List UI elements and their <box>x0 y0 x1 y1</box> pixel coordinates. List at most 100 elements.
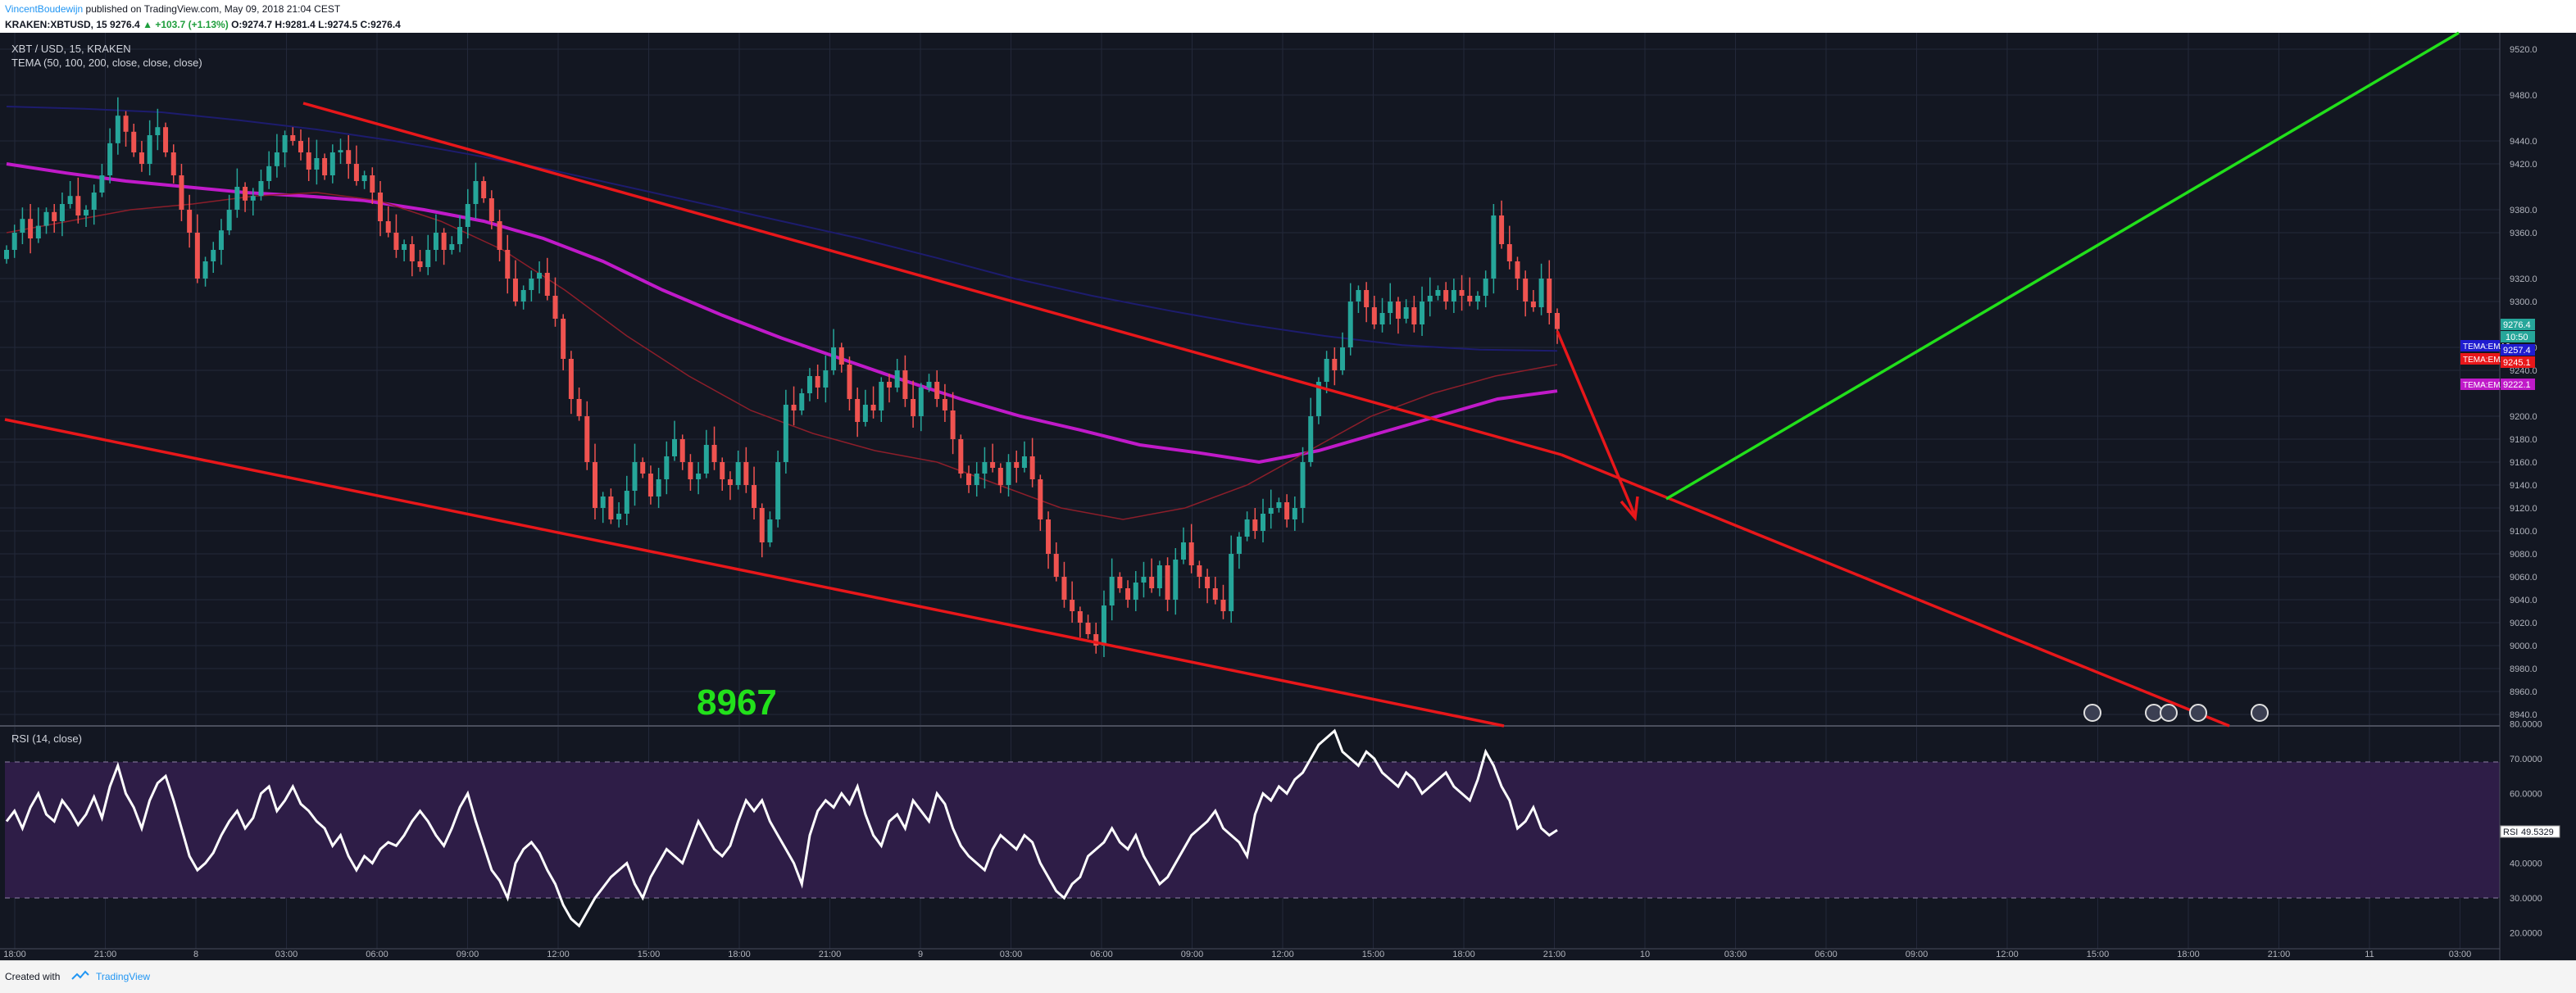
event-flag-icon[interactable] <box>2189 704 2207 722</box>
candle-body <box>990 462 996 468</box>
candle-body <box>465 204 470 227</box>
tradingview-link[interactable]: TradingView <box>96 971 151 982</box>
tema-lines <box>6 106 1558 520</box>
candle-body <box>855 399 861 422</box>
candle-body <box>600 496 606 508</box>
candle-body <box>266 166 272 181</box>
candle-body <box>759 508 765 542</box>
candle-body <box>1029 456 1035 479</box>
ohlc-values: O:9274.7 H:9281.4 L:9274.5 C:9276.4 <box>231 19 401 30</box>
bullish-line[interactable] <box>1665 31 2460 501</box>
candle-body <box>735 462 741 485</box>
candle-body <box>441 233 447 250</box>
candle-body <box>258 181 264 197</box>
price-tick-label: 9200.0 <box>2510 412 2537 422</box>
ema3-label-badge <box>2460 340 2500 351</box>
candle-body <box>1038 479 1043 519</box>
price-tick-label: 9040.0 <box>2510 596 2537 605</box>
candle-body <box>752 485 757 508</box>
candle-body <box>314 158 320 170</box>
candle-body <box>1356 290 1361 302</box>
candle-body <box>1180 542 1186 560</box>
price-tick-label: 9020.0 <box>2510 619 2537 628</box>
candle-body <box>1070 600 1075 611</box>
rsi-value-text: 49.5329 <box>2521 828 2554 837</box>
candle-body <box>512 279 518 302</box>
publish-info: published on TradingView.com, May 09, 20… <box>83 3 341 15</box>
candle-body <box>1459 290 1465 296</box>
ema2-label-text: TEMA:EMA2 <box>2463 381 2510 390</box>
price-tick-label: 9360.0 <box>2510 229 2537 238</box>
ema2-label-badge <box>2460 379 2500 390</box>
candle-body <box>950 410 956 439</box>
candle-body <box>831 347 837 370</box>
time-tick-label: 03:00 <box>275 950 298 959</box>
candle-body <box>481 181 487 198</box>
time-tick-label: 21:00 <box>819 950 842 959</box>
candle-body <box>1236 537 1242 554</box>
price-tick-label: 9320.0 <box>2510 274 2537 284</box>
time-tick-label: 10 <box>1640 950 1650 959</box>
time-tick-label: 11 <box>2365 950 2374 959</box>
candle-body <box>243 187 248 201</box>
upper-trendline-extension[interactable] <box>1561 453 2230 728</box>
tema-line <box>6 106 1558 352</box>
ema3-badge-text: 9257.4 <box>2503 346 2531 356</box>
candle-body <box>155 127 161 135</box>
indicator-legend[interactable]: TEMA (50, 100, 200, close, close, close) <box>11 57 202 69</box>
candle-body <box>425 250 431 267</box>
price-annotation[interactable]: 8967 <box>697 682 777 723</box>
candle-body <box>457 227 463 244</box>
candle-body <box>799 393 805 410</box>
candle-body <box>1165 565 1170 600</box>
time-tick-label: 09:00 <box>1181 950 1204 959</box>
event-flag-icon[interactable] <box>2083 704 2101 722</box>
event-flag-icon[interactable] <box>2251 704 2269 722</box>
candle-body <box>838 347 844 365</box>
upper-trendline[interactable] <box>302 102 1562 456</box>
candle-body <box>1420 302 1425 324</box>
candle-body <box>870 405 876 410</box>
rsi-tick-label: 80.0000 <box>2510 720 2542 730</box>
candle-body <box>234 187 240 210</box>
candle-body <box>4 250 9 260</box>
candle-body <box>576 399 582 416</box>
rsi-tick-label: 60.0000 <box>2510 790 2542 800</box>
last-price-badge <box>2501 319 2535 330</box>
event-flag-icon[interactable] <box>2160 704 2178 722</box>
candle-body <box>544 273 550 296</box>
candle-body <box>338 150 343 152</box>
candle-body <box>226 210 232 231</box>
tema-line <box>6 162 1558 465</box>
author-link[interactable]: VincentBoudewijn <box>5 3 84 15</box>
candle-body <box>52 211 57 221</box>
rsi-legend[interactable]: RSI (14, close) <box>11 732 82 745</box>
candle-body <box>1268 508 1274 514</box>
candle-body <box>147 135 152 164</box>
candle-body <box>1395 302 1401 319</box>
projection-arrow[interactable] <box>1556 330 1637 517</box>
rsi-tick-label: 30.0000 <box>2510 894 2542 904</box>
candle-body <box>1101 605 1106 646</box>
candle-body <box>529 279 534 290</box>
candle-body <box>274 152 279 166</box>
candle-body <box>1173 560 1179 600</box>
candle-body <box>886 382 892 388</box>
candle-body <box>488 198 494 221</box>
candle-body <box>433 233 438 250</box>
price-tick-label: 9000.0 <box>2510 642 2537 651</box>
time-tick-label: 18:00 <box>1452 950 1475 959</box>
candle-body <box>329 152 335 175</box>
countdown-badge-text: 10:50 <box>2506 333 2528 342</box>
candle-body <box>1205 577 1211 588</box>
candle-body <box>1332 359 1338 370</box>
candle-body <box>616 514 622 519</box>
candle-body <box>1125 588 1131 600</box>
candle-body <box>43 211 49 226</box>
candle-body <box>1053 554 1059 577</box>
candle-body <box>1483 279 1488 296</box>
chart-canvas[interactable]: 8967 XBT / USD, 15, KRAKEN TEMA (50, 100… <box>0 0 2576 960</box>
last-price-badge-text: 9276.4 <box>2503 320 2531 330</box>
lower-trendline[interactable] <box>4 418 1505 728</box>
candle-body <box>1443 290 1449 302</box>
